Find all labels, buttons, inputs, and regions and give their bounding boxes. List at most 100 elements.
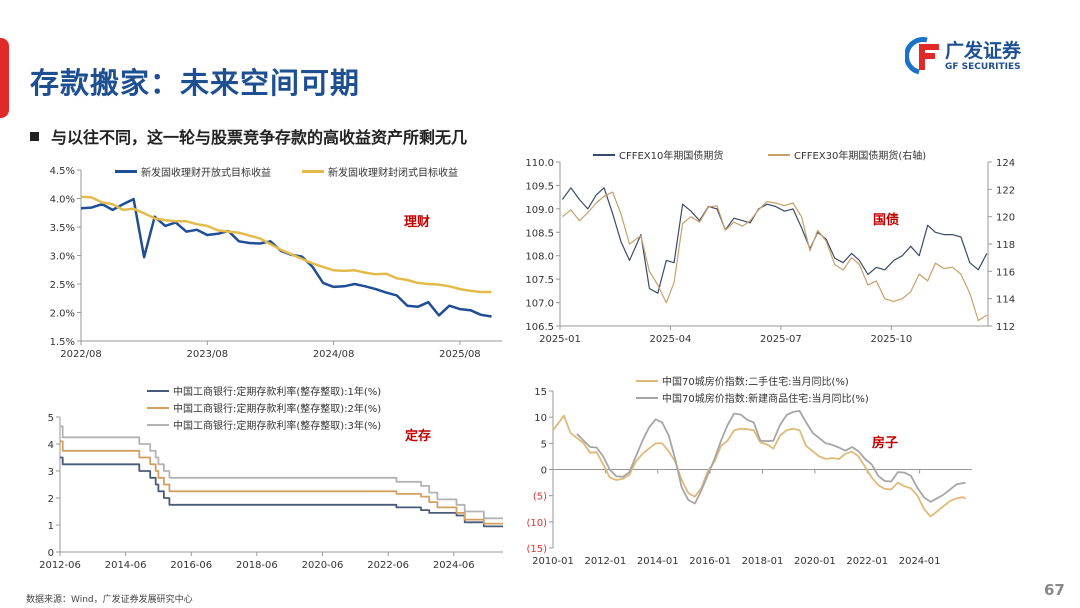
y-tick-label: (15)	[526, 544, 547, 555]
legend-label: 中国70城房价指数:二手住宅:当月同比(%)	[662, 377, 849, 388]
legend-item: 中国70城房价指数:二手住宅:当月同比(%)	[636, 373, 849, 388]
y-tick-label: 1	[48, 521, 54, 532]
x-tick-label: 2023/08	[187, 349, 229, 360]
y2-tick-label: 122	[996, 185, 1015, 196]
bullet-square-icon	[30, 132, 39, 141]
x-tick-label: 2025-10	[870, 334, 912, 345]
x-tick-label: 2010-01	[532, 556, 574, 567]
legend-label: CFFEX30年期国债期货(右轴)	[794, 151, 927, 162]
y-tick-label: 109.5	[525, 181, 554, 192]
legend-item: CFFEX30年期国债期货(右轴)	[768, 147, 926, 162]
legend-swatch	[115, 170, 137, 173]
y-tick-label: (10)	[526, 518, 547, 529]
y-tick-label: 4	[48, 440, 54, 451]
logo-text-cn: 广发证券	[945, 40, 1022, 62]
series-line-1	[552, 414, 967, 518]
legend-item: 中国工商银行:定期存款利率(整存整取):3年(%)	[147, 417, 381, 432]
y-tick-label: 108.5	[525, 228, 554, 239]
x-tick-label: 2018-06	[236, 560, 278, 571]
legend-swatch	[636, 379, 658, 382]
x-tick-label: 2016-06	[170, 560, 212, 571]
x-tick-label: 2014-06	[105, 560, 147, 571]
x-tick-label: 2024/08	[313, 349, 355, 360]
y-tick-label: (5)	[533, 492, 547, 503]
series-line-3	[60, 425, 503, 520]
x-tick-label: 2022/08	[60, 349, 102, 360]
legend-item: 新发固收理财开放式目标收益	[115, 164, 271, 179]
series-line-2	[80, 195, 492, 294]
legend-item: 中国工商银行:定期存款利率(整存整取):1年(%)	[147, 383, 381, 398]
subtitle-text: 与以往不同，这一轮与股票竞争存款的高收益资产所剩无几	[51, 128, 468, 147]
chart-4: (15) (10) (5) 0 5 10 15 2010-01 2012-01 2014-01 20…	[526, 387, 972, 567]
chart-tag-housing: 房子	[872, 436, 899, 451]
x-tick-label: 2025-04	[650, 334, 692, 345]
x-tick-label: 2012-06	[39, 560, 81, 571]
legend-label: CFFEX10年期国债期货	[619, 151, 724, 162]
x-tick-label: 2025-01	[539, 334, 581, 345]
y2-tick-label: 116	[996, 267, 1015, 278]
legend-swatch	[768, 153, 790, 156]
y-tick-label: 2.5%	[50, 280, 75, 291]
legend-label: 中国工商银行:定期存款利率(整存整取):1年(%)	[173, 387, 382, 398]
legend-swatch	[147, 406, 169, 409]
y-tick-label: 3.0%	[50, 252, 75, 263]
series-line-2	[562, 191, 988, 322]
x-tick-label: 2024-01	[899, 556, 941, 567]
legend-item: 中国工商银行:定期存款利率(整存整取):2年(%)	[147, 400, 381, 415]
y-tick-label: 106.5	[525, 322, 554, 333]
y-tick-label: 107.5	[525, 275, 554, 286]
legend-label: 中国70城房价指数:新建商品住宅:当月同比(%)	[662, 394, 869, 405]
x-tick-label: 2020-01	[794, 556, 836, 567]
x-tick-label: 2025-07	[760, 334, 802, 345]
data-source-note: 数据来源：Wind，广发证券发展研究中心	[26, 595, 193, 605]
page-number: 67	[1044, 581, 1065, 599]
y-tick-label: 1.5%	[50, 337, 75, 348]
legend-swatch	[302, 170, 324, 173]
legend-swatch	[147, 423, 169, 426]
legend-swatch	[593, 153, 615, 156]
y2-tick-label: 114	[996, 295, 1015, 306]
x-tick-label: 2018-01	[742, 556, 784, 567]
y-tick-label: 2	[48, 494, 54, 505]
logo-text-en: GF SECURITIES	[945, 62, 1021, 72]
legend-label: 新发固收理财封闭式目标收益	[328, 168, 458, 179]
legend-item: CFFEX10年期国债期货	[593, 147, 723, 162]
legend-swatch	[636, 396, 658, 399]
x-tick-label: 2024-06	[433, 560, 475, 571]
title-accent-bar	[0, 38, 9, 118]
x-tick-label: 2022-01	[846, 556, 888, 567]
y-tick-label: 15	[534, 387, 547, 398]
x-tick-label: 2025/08	[439, 349, 481, 360]
y-tick-label: 0	[48, 548, 54, 559]
x-tick-label: 2014-01	[637, 556, 679, 567]
x-tick-label: 2016-01	[689, 556, 731, 567]
y-tick-label: 4.5%	[50, 166, 75, 177]
legend-label: 新发固收理财开放式目标收益	[141, 168, 271, 179]
y-tick-label: 5	[48, 413, 54, 424]
legend-label: 中国工商银行:定期存款利率(整存整取):3年(%)	[173, 421, 382, 432]
y2-tick-label: 112	[996, 322, 1015, 333]
chart-tag-deposit: 定存	[405, 429, 432, 444]
y-tick-label: 3.5%	[50, 223, 75, 234]
series-line-2	[576, 410, 966, 505]
legend-item: 新发固收理财封闭式目标收益	[302, 164, 458, 179]
y-tick-label: 3	[48, 467, 54, 478]
y-tick-label: 110.0	[525, 158, 554, 169]
y-tick-label: 108.0	[525, 252, 554, 263]
series-line-1	[561, 187, 988, 294]
y-tick-label: 4.0%	[50, 195, 75, 206]
subtitle: 与以往不同，这一轮与股票竞争存款的高收益资产所剩无几	[30, 124, 467, 148]
chart-2: 106.5 107.0 107.5 108.0 108.5 109.0 109.5 110.0…	[525, 158, 1015, 345]
series-line-1	[80, 197, 492, 318]
chart-1: 1.5% 2.0% 2.5% 3.0% 3.5% 4.0% 4.5% 2022/08 2023/…	[50, 166, 502, 360]
y2-tick-label: 124	[996, 158, 1015, 169]
y-tick-label: 5	[541, 439, 547, 450]
page-title: 存款搬家：未来空间可期	[30, 66, 361, 100]
y-tick-label: 10	[534, 413, 547, 424]
chart-tag-wealth: 理财	[404, 215, 431, 230]
gf-logo-icon	[905, 37, 939, 75]
series-line-2	[60, 440, 503, 525]
y-tick-label: 2.0%	[50, 309, 75, 320]
y2-tick-label: 118	[996, 240, 1015, 251]
